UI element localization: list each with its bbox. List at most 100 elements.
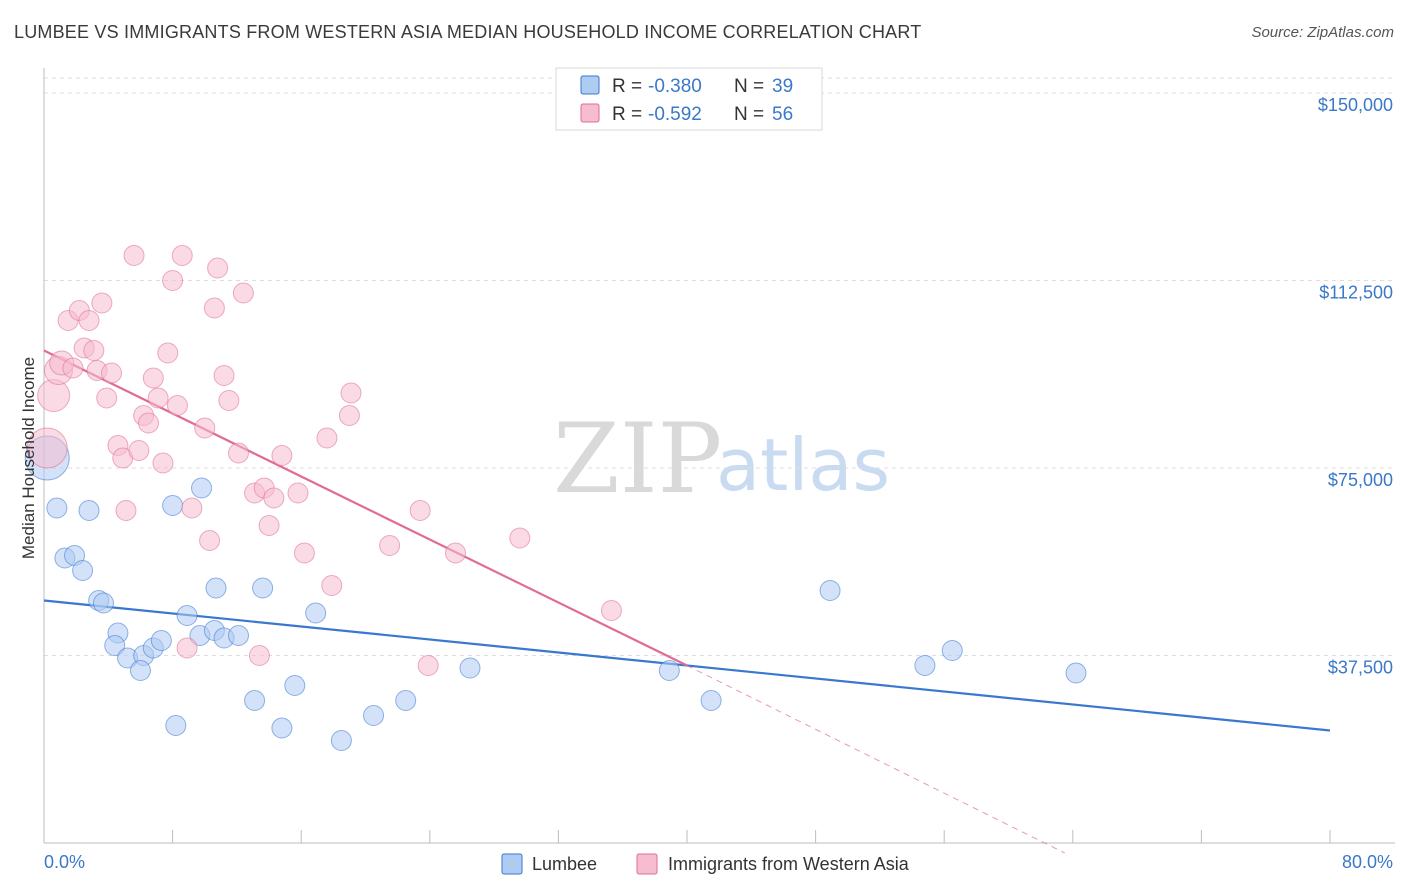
stats-r-label-lumbee: R = — [612, 76, 642, 97]
point-western-asia — [123, 245, 145, 266]
point-western-asia — [228, 442, 250, 464]
point-lumbee — [459, 657, 481, 679]
point-lumbee — [252, 577, 274, 599]
watermark-zip: ZIP — [553, 403, 722, 515]
watermark-atlas: atlas — [716, 423, 890, 507]
point-lumbee — [1065, 662, 1087, 684]
y-tick-label: $75,000 — [1328, 470, 1393, 490]
point-western-asia — [83, 340, 105, 361]
point-lumbee — [244, 690, 266, 711]
point-western-asia — [263, 487, 285, 509]
point-lumbee — [284, 675, 306, 696]
chart-title: LUMBEE VS IMMIGRANTS FROM WESTERN ASIA M… — [14, 22, 922, 42]
point-lumbee — [941, 640, 963, 661]
point-western-asia — [218, 390, 240, 411]
grid-lines — [44, 77, 1395, 656]
stats-legend-box — [555, 67, 823, 131]
point-lumbee — [129, 660, 151, 681]
point-western-asia — [258, 515, 280, 536]
point-western-asia — [203, 297, 225, 319]
point-western-asia — [417, 655, 439, 676]
stats-r-value-lumbee: -0.380 — [648, 76, 702, 97]
y-tick-label: $150,000 — [1318, 95, 1393, 115]
point-western-asia — [142, 367, 164, 389]
point-western-asia — [91, 292, 113, 314]
point-western-asia — [199, 530, 221, 551]
point-western-asia — [207, 257, 229, 279]
point-western-asia — [321, 575, 343, 596]
point-lumbee — [92, 592, 114, 614]
point-lumbee — [363, 705, 385, 726]
point-lumbee — [395, 690, 417, 711]
y-tick-label: $112,500 — [1319, 283, 1393, 303]
point-lumbee — [271, 717, 293, 739]
point-western-asia — [26, 427, 68, 469]
stats-r-label-western-asia: R = — [612, 104, 642, 125]
point-western-asia — [248, 645, 270, 666]
y-axis-label: Median Household Income — [19, 357, 38, 559]
point-lumbee — [104, 635, 126, 656]
point-western-asia — [176, 637, 198, 659]
point-lumbee — [162, 495, 184, 516]
point-lumbee — [150, 630, 172, 651]
point-lumbee — [176, 605, 198, 626]
point-western-asia — [96, 387, 118, 409]
point-western-asia — [152, 452, 174, 474]
point-western-asia — [115, 500, 137, 521]
x-tick-label: 80.0% — [1342, 852, 1393, 872]
point-western-asia — [171, 245, 193, 266]
point-western-asia — [128, 440, 150, 461]
point-western-asia — [137, 412, 159, 434]
point-lumbee — [700, 690, 722, 711]
point-lumbee — [191, 477, 213, 499]
data-points — [24, 245, 1087, 751]
point-western-asia — [340, 382, 362, 404]
point-western-asia — [194, 417, 216, 439]
point-western-asia — [271, 445, 293, 466]
point-lumbee — [46, 497, 68, 519]
point-lumbee — [78, 500, 100, 521]
point-western-asia — [101, 362, 123, 384]
point-western-asia — [232, 282, 254, 304]
point-lumbee — [165, 715, 187, 736]
point-western-asia — [147, 387, 169, 409]
legend-label-western-asia: Immigrants from Western Asia — [668, 854, 910, 874]
point-lumbee — [205, 577, 227, 599]
point-western-asia — [37, 379, 71, 412]
stats-swatch-western-asia — [580, 103, 600, 123]
point-western-asia — [157, 342, 179, 364]
point-western-asia — [287, 482, 309, 504]
stats-n-value-western-asia: 56 — [772, 104, 793, 125]
stats-swatch-lumbee — [580, 75, 600, 95]
point-western-asia — [213, 365, 235, 386]
point-western-asia — [62, 357, 84, 379]
point-lumbee — [914, 655, 936, 676]
point-lumbee — [228, 625, 250, 646]
point-western-asia — [445, 542, 467, 564]
point-western-asia — [78, 310, 100, 331]
point-western-asia — [166, 395, 188, 416]
legend-swatch-lumbee — [501, 853, 523, 875]
stats-legend: R = -0.380 N = 39 R = -0.592 N = 56 — [555, 67, 823, 131]
point-lumbee — [330, 730, 352, 751]
point-lumbee — [305, 602, 327, 624]
point-lumbee — [819, 580, 841, 601]
trend-extension-western-asia — [686, 665, 1065, 854]
series-legend: Lumbee Immigrants from Western Asia — [501, 853, 910, 875]
x-tick-label: 0.0% — [44, 852, 85, 872]
stats-n-label-lumbee: N = — [734, 76, 764, 97]
point-western-asia — [181, 497, 203, 519]
stats-n-value-lumbee: 39 — [772, 76, 793, 97]
stats-n-label-western-asia: N = — [734, 104, 764, 125]
point-western-asia — [316, 427, 338, 449]
point-western-asia — [379, 535, 401, 556]
legend-label-lumbee: Lumbee — [532, 854, 597, 874]
point-western-asia — [509, 527, 531, 549]
point-western-asia — [293, 542, 315, 564]
point-lumbee — [72, 560, 94, 581]
point-lumbee — [658, 660, 680, 681]
y-tick-label: $37,500 — [1328, 658, 1393, 678]
tick-labels: $37,500 $75,000 $112,500 $150,000 0.0% 80.0% — [44, 95, 1393, 872]
source-credit: Source: ZipAtlas.com — [1251, 24, 1394, 41]
